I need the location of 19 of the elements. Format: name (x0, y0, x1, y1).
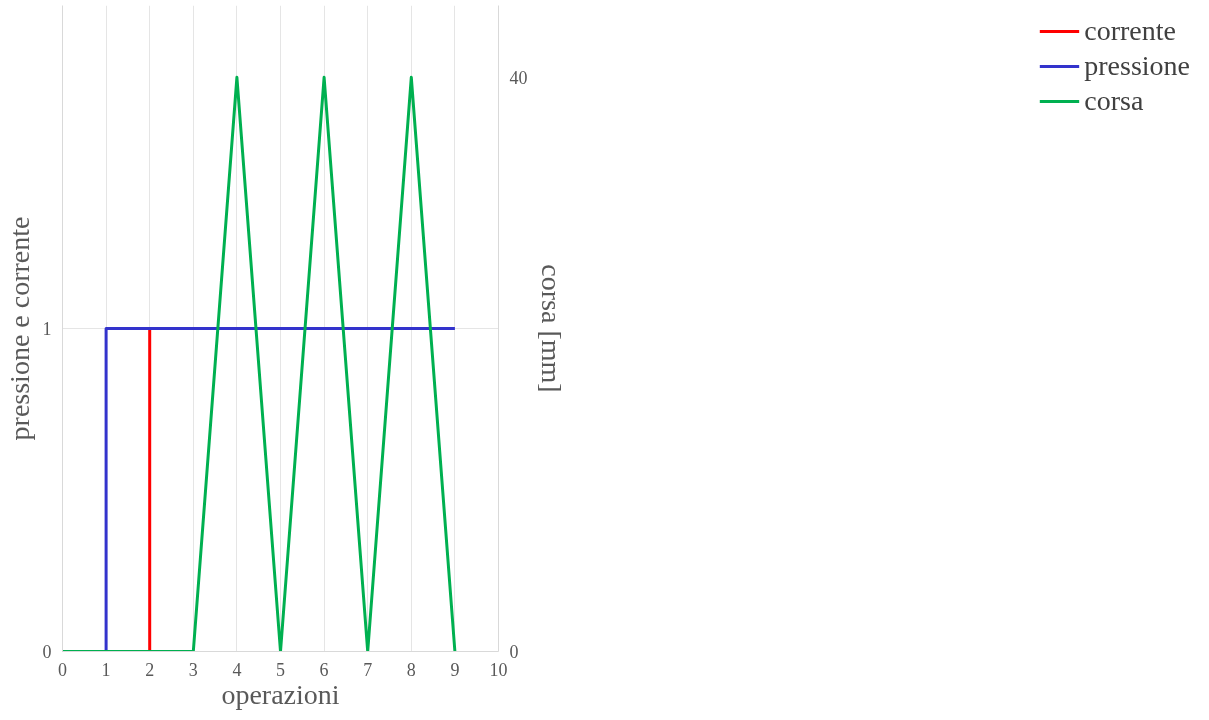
x-tick-label: 7 (363, 659, 373, 680)
legend-label: pressione (1084, 50, 1190, 82)
x-tick-label: 3 (188, 659, 198, 680)
x-tick-label: 10 (489, 659, 508, 680)
legend-label: corsa (1084, 85, 1144, 117)
x-tick-label: 1 (101, 659, 111, 680)
x-tick-label: 8 (406, 659, 416, 680)
y2-tick-label: 40 (509, 67, 528, 88)
y2-tick-label: 0 (509, 642, 519, 662)
x-axis-title: operazioni (221, 678, 340, 710)
x-tick-label: 0 (58, 659, 67, 680)
x-tick-label: 6 (319, 659, 329, 680)
x-tick-label: 5 (276, 659, 285, 680)
x-tick-label: 2 (145, 659, 155, 680)
y2-axis-title: corsa [mm] (535, 264, 567, 393)
x-tick-label: 4 (232, 659, 242, 680)
legend-label: corrente (1084, 15, 1176, 47)
y-axis-title: pressione e corrente (3, 216, 35, 441)
x-tick-label: 9 (450, 659, 460, 680)
